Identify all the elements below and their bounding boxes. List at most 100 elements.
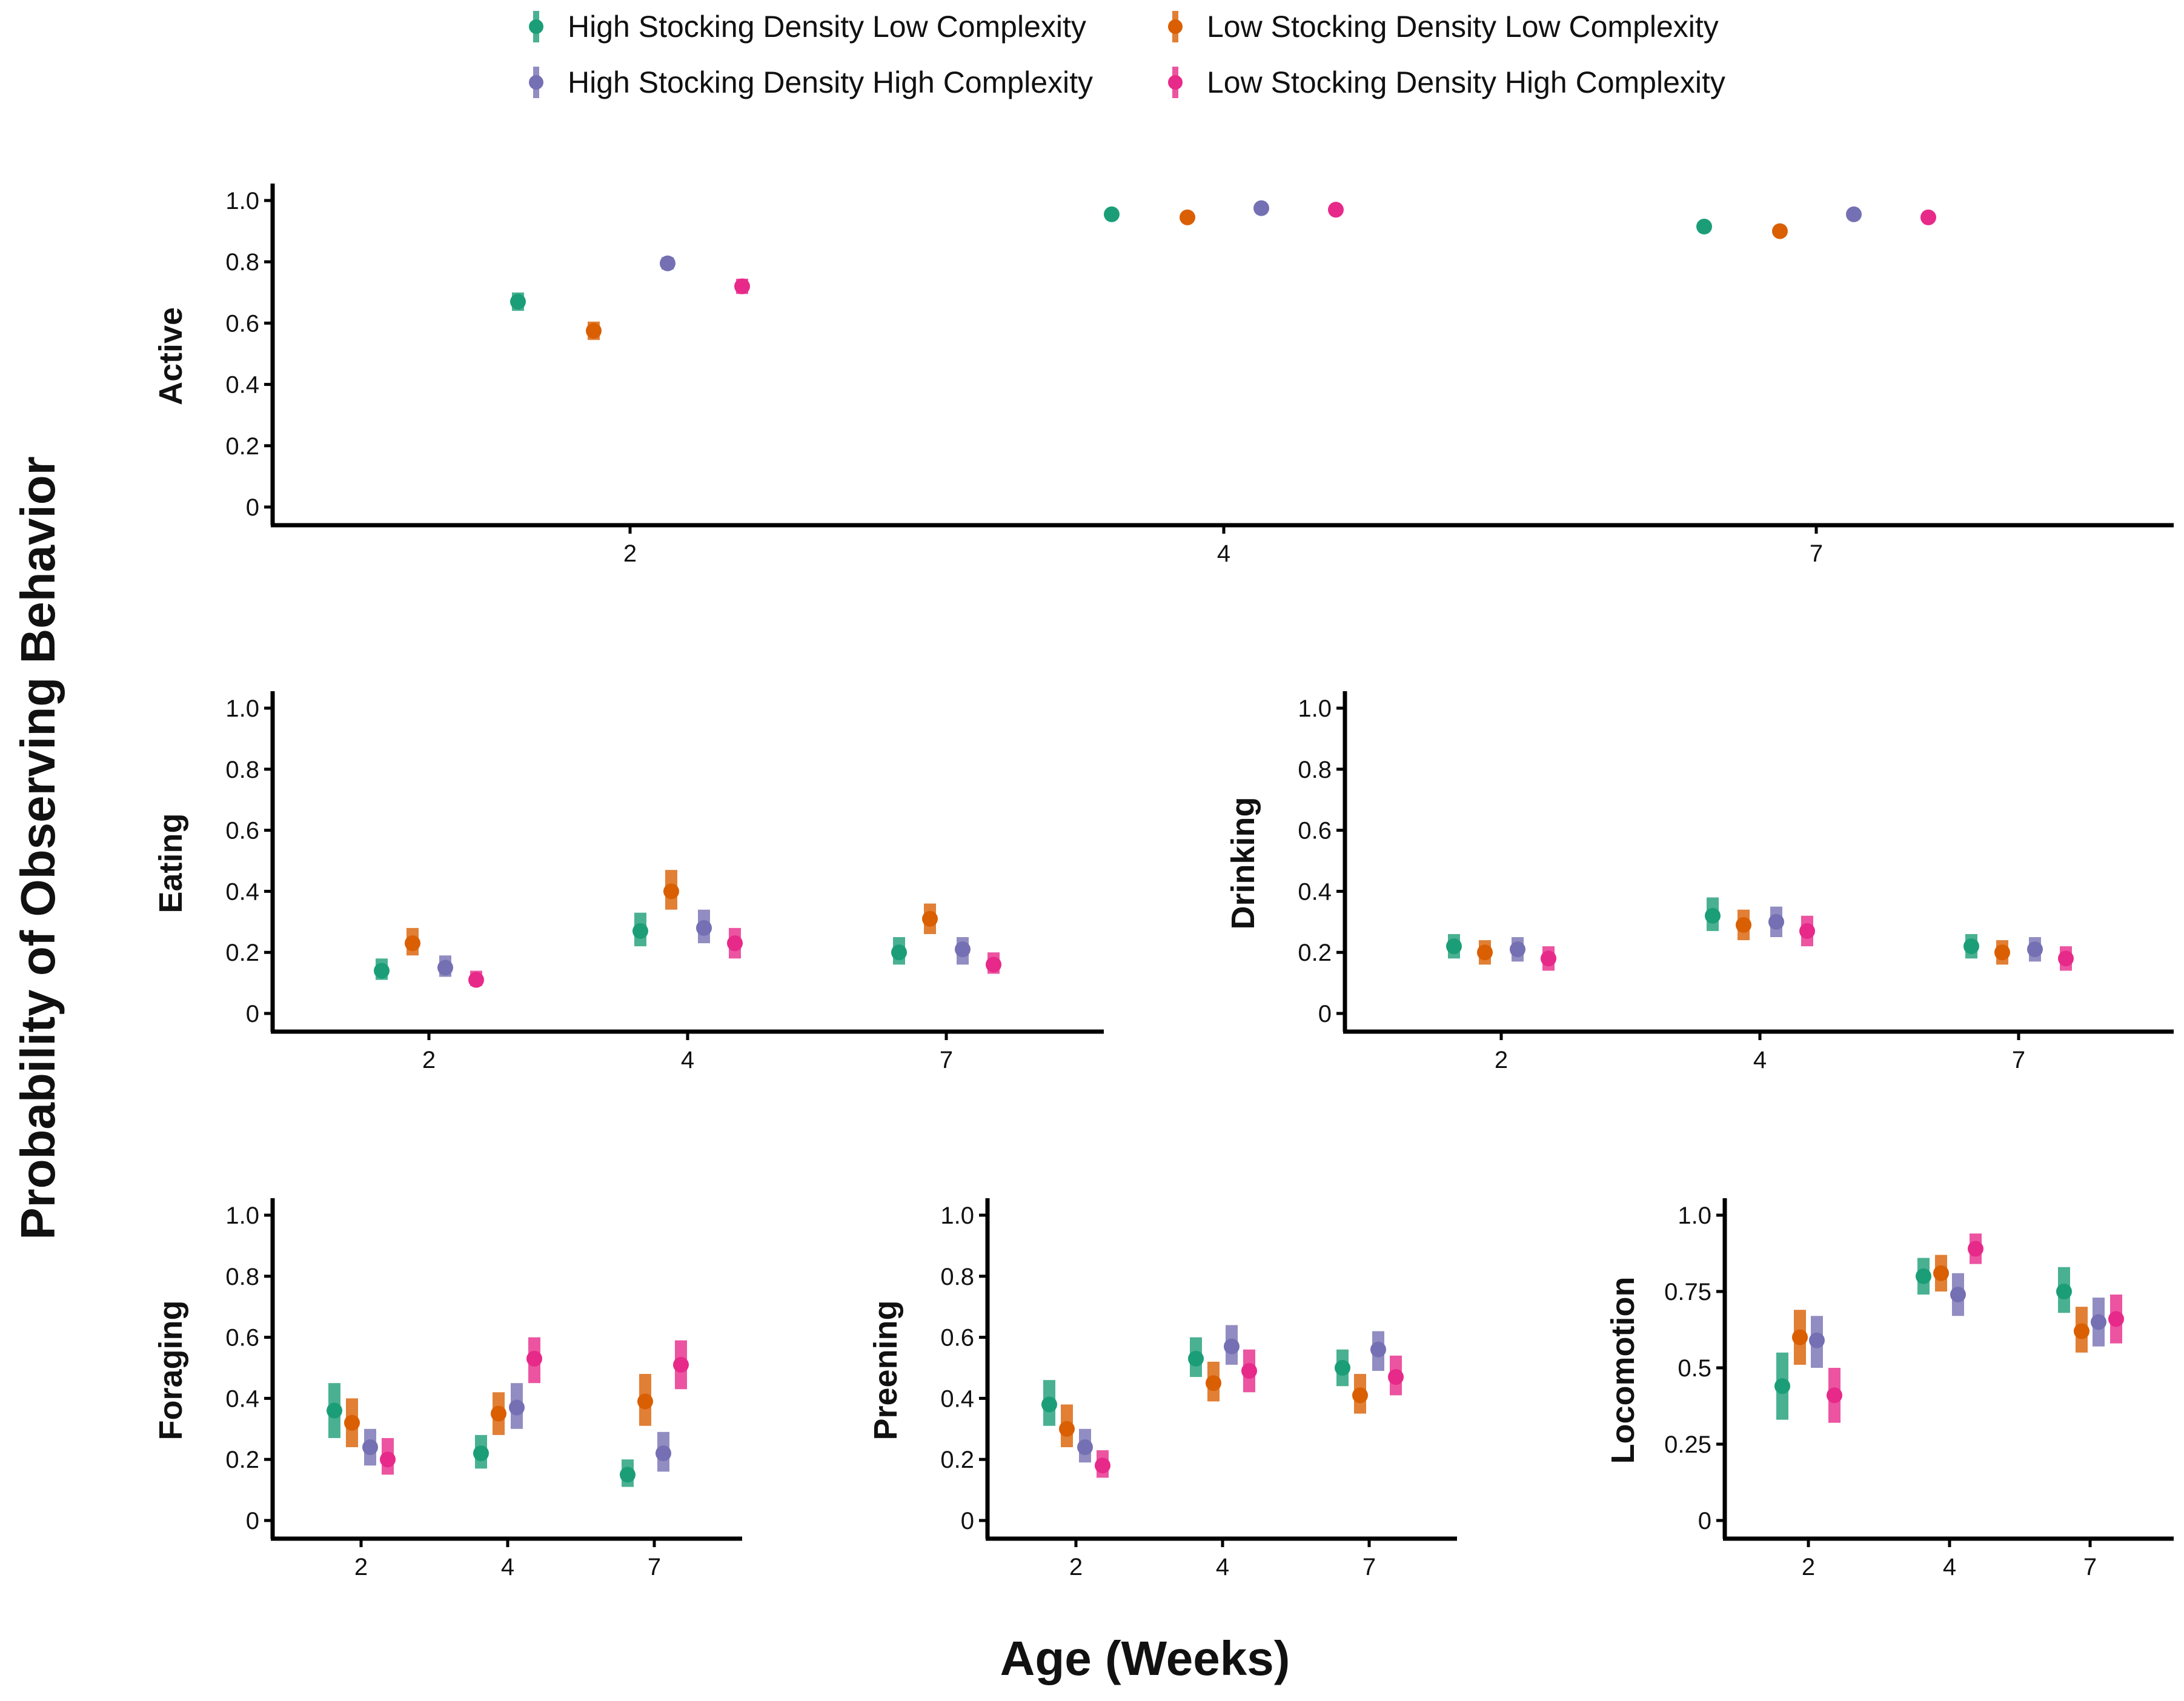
legend-item-1: High Stocking Density Low Complexity	[529, 10, 1086, 44]
x-tick-label: 7	[2083, 1554, 2097, 1580]
series-1	[1774, 1258, 2072, 1420]
x-tick-label: 2	[623, 540, 637, 567]
series-4	[1095, 1349, 1404, 1478]
y-tick-label: 0.2	[225, 1447, 259, 1473]
series-4	[380, 1337, 689, 1475]
panel-active: Active 0 0.2 0.4 0.6 0.8 1.0 2 4 7	[153, 184, 2174, 567]
data-point	[1477, 944, 1493, 961]
y-tick-label: 0	[1698, 1508, 1711, 1534]
x-axis-title: Age (Weeks)	[1000, 1631, 1290, 1685]
data-point	[1792, 1329, 1808, 1345]
data-point	[1705, 907, 1721, 924]
data-point	[2074, 1323, 2089, 1339]
data-point	[1446, 938, 1462, 955]
data-point	[1799, 923, 1815, 939]
x-tick-label: 7	[1810, 540, 1823, 567]
panel-ylabel: Locomotion	[1605, 1277, 1641, 1464]
series-2	[1792, 1255, 2089, 1365]
data-point	[696, 920, 712, 936]
y-tick-label: 0.8	[1298, 757, 1332, 783]
y-tick-label: 0.8	[225, 1264, 259, 1290]
data-point	[620, 1467, 636, 1483]
data-point	[437, 960, 453, 976]
data-point	[660, 255, 675, 271]
data-point	[1950, 1287, 1966, 1303]
data-point	[2027, 941, 2043, 958]
x-tick-label: 4	[501, 1554, 514, 1580]
data-point	[509, 1399, 525, 1416]
data-point	[1846, 206, 1862, 222]
y-tick-label: 0.4	[225, 372, 259, 399]
legend: High Stocking Density Low Complexity Low …	[529, 10, 1725, 99]
data-point	[2058, 950, 2074, 967]
data-point	[380, 1451, 396, 1468]
y-tick-label: 0.8	[940, 1264, 974, 1290]
series-2	[1477, 909, 2010, 965]
panel-ylabel: Active	[153, 307, 189, 405]
legend-label: High Stocking Density High Complexity	[568, 65, 1093, 99]
panel-ylabel: Foraging	[153, 1301, 189, 1441]
x-tick-label: 4	[1943, 1554, 1956, 1580]
y-tick-label: 0.6	[225, 818, 259, 844]
y-tick-label: 0	[961, 1508, 974, 1534]
series-1	[510, 206, 1712, 311]
data-point	[727, 935, 743, 952]
series-4	[734, 202, 1936, 294]
series-2	[344, 1374, 653, 1448]
y-tick-label: 0.6	[225, 1325, 259, 1351]
x-tick-label: 2	[1069, 1554, 1083, 1580]
data-point	[673, 1356, 689, 1373]
series-4	[468, 927, 1001, 988]
data-point	[1510, 941, 1525, 958]
x-tick-label: 7	[1363, 1554, 1376, 1580]
data-point	[1206, 1375, 1221, 1391]
data-point	[586, 323, 602, 339]
data-point	[1328, 202, 1344, 218]
y-tick-label: 0.6	[225, 310, 259, 337]
y-tick-label: 0.2	[940, 1447, 974, 1473]
data-point	[1041, 1396, 1057, 1413]
x-tick-label: 2	[1802, 1554, 1815, 1580]
x-tick-label: 7	[2012, 1047, 2025, 1073]
data-point	[327, 1402, 342, 1419]
series-3	[362, 1383, 671, 1472]
panel-foraging: Foraging 0 0.2 0.4 0.6 0.8 1.0 2 4 7	[153, 1198, 742, 1580]
data-point	[473, 1445, 489, 1462]
data-point	[1077, 1439, 1093, 1456]
x-tick-label: 2	[422, 1047, 436, 1073]
x-tick-label: 2	[354, 1554, 368, 1580]
y-tick-label: 0	[1318, 1001, 1332, 1027]
panel-ylabel: Drinking	[1225, 797, 1261, 929]
data-point	[637, 1393, 653, 1410]
legend-swatch-point	[529, 19, 543, 34]
data-point	[955, 941, 971, 958]
data-point	[734, 278, 750, 294]
data-point	[1370, 1341, 1386, 1358]
data-point	[1920, 209, 1936, 225]
data-point	[1180, 209, 1195, 225]
data-point	[491, 1405, 506, 1422]
data-point	[1388, 1369, 1404, 1385]
x-tick-label: 4	[1216, 1554, 1229, 1580]
y-tick-label: 0.2	[1298, 940, 1332, 966]
data-point	[663, 883, 679, 900]
series-2	[1059, 1361, 1368, 1448]
data-point	[1335, 1360, 1350, 1376]
series-3	[1809, 1273, 2106, 1368]
data-point	[1963, 938, 1979, 955]
series-3	[1510, 906, 2043, 962]
data-point	[1352, 1387, 1368, 1404]
series-3	[660, 200, 1862, 271]
y-tick-label: 0.4	[225, 1385, 259, 1412]
data-point	[344, 1414, 360, 1431]
data-point	[1809, 1332, 1825, 1348]
data-point	[362, 1439, 378, 1456]
series-1	[1041, 1337, 1350, 1426]
y-tick-label: 1.0	[225, 188, 259, 214]
series-4	[1827, 1233, 2124, 1423]
y-tick-label: 1.0	[1678, 1202, 1711, 1229]
x-tick-label: 4	[1217, 540, 1230, 567]
data-point	[510, 293, 526, 310]
series-2	[405, 870, 938, 956]
